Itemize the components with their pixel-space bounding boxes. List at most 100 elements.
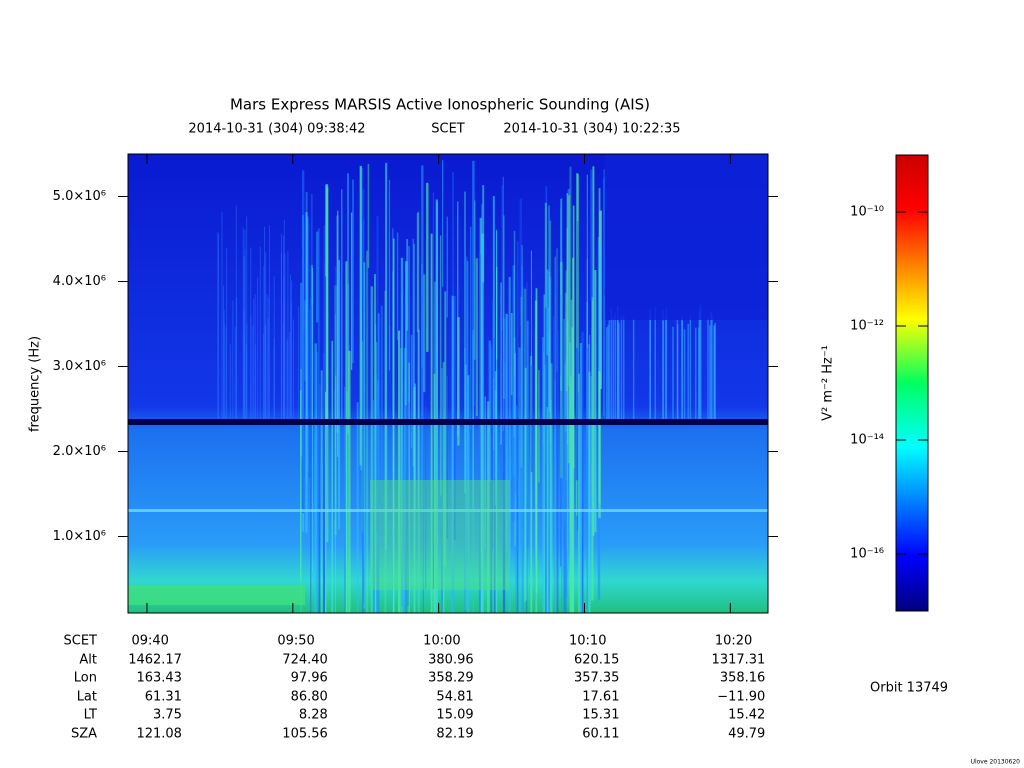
texture	[128, 419, 768, 425]
texture	[320, 370, 323, 613]
texture	[654, 306, 656, 420]
texture	[250, 315, 252, 420]
texture	[529, 356, 533, 613]
texture	[603, 169, 605, 289]
texture	[433, 281, 437, 613]
texture	[566, 193, 569, 445]
texture	[398, 330, 401, 613]
texture	[221, 211, 223, 420]
texture	[356, 402, 359, 613]
texture	[404, 380, 407, 613]
texture	[567, 188, 570, 386]
texture	[350, 212, 353, 370]
texture	[614, 313, 616, 420]
texture	[490, 344, 493, 613]
texture	[520, 296, 523, 468]
texture	[265, 252, 267, 420]
texture	[421, 264, 423, 368]
cell: 1317.31	[712, 653, 766, 668]
texture	[341, 189, 343, 423]
texture	[451, 295, 454, 613]
texture	[335, 266, 337, 376]
texture	[481, 204, 483, 523]
y-tick-label: 3.0×10⁶	[53, 359, 106, 374]
texture	[317, 228, 320, 522]
texture	[426, 182, 429, 352]
texture	[291, 280, 293, 420]
texture	[501, 185, 503, 331]
texture	[508, 276, 511, 613]
texture	[472, 160, 475, 407]
texture	[526, 320, 529, 547]
texture	[505, 313, 508, 551]
texture	[535, 288, 538, 593]
texture	[530, 365, 533, 472]
texture	[284, 253, 286, 420]
texture	[403, 347, 407, 613]
texture	[590, 169, 593, 301]
row-label: Alt	[79, 653, 97, 668]
texture	[632, 318, 635, 420]
texture	[518, 347, 521, 613]
texture	[538, 370, 540, 483]
cell: 15.09	[436, 708, 473, 723]
texture	[396, 232, 399, 341]
x-tick-label: 10:10	[569, 634, 606, 649]
texture	[687, 323, 689, 420]
texture	[229, 343, 231, 420]
texture	[606, 327, 608, 420]
texture	[612, 316, 614, 420]
texture	[552, 316, 555, 433]
texture	[375, 374, 378, 613]
row-label: Lon	[74, 671, 97, 686]
texture	[453, 295, 456, 541]
texture	[472, 334, 474, 613]
texture	[422, 387, 424, 613]
texture	[603, 178, 605, 416]
texture	[446, 375, 448, 539]
y-tick-label: 4.0×10⁶	[53, 274, 106, 289]
cell: 61.31	[145, 690, 182, 705]
x-tick-label: 09:40	[131, 634, 168, 649]
texture	[310, 297, 312, 613]
texture	[556, 248, 558, 372]
texture	[662, 320, 665, 420]
texture	[244, 229, 246, 420]
y-tick-label: 2.0×10⁶	[53, 444, 106, 459]
texture	[388, 325, 391, 437]
texture	[488, 340, 491, 482]
texture	[225, 327, 227, 420]
texture	[517, 241, 519, 613]
texture	[563, 363, 566, 523]
texture	[554, 256, 557, 613]
texture	[432, 192, 434, 589]
texture	[298, 306, 300, 420]
spectrogram	[127, 153, 769, 614]
footer: Ulove 20130620	[971, 759, 1021, 766]
texture	[500, 282, 502, 445]
texture	[689, 316, 692, 420]
y-tick-label: 1.0×10⁶	[53, 529, 106, 544]
texture	[253, 298, 255, 420]
texture	[474, 200, 476, 360]
texture	[370, 286, 373, 613]
texture	[502, 318, 506, 613]
texture	[618, 323, 620, 420]
texture	[406, 238, 409, 331]
texture	[439, 235, 442, 496]
texture	[263, 265, 265, 420]
texture	[714, 322, 717, 420]
texture	[421, 165, 424, 509]
texture	[128, 509, 768, 512]
texture	[548, 271, 551, 413]
colorbar	[895, 154, 929, 612]
texture	[707, 317, 709, 420]
texture	[544, 284, 547, 613]
texture	[376, 215, 379, 532]
texture	[575, 348, 579, 481]
texture	[599, 243, 602, 387]
texture	[345, 261, 348, 613]
texture	[366, 250, 369, 614]
texture	[127, 153, 769, 614]
texture	[479, 217, 482, 613]
